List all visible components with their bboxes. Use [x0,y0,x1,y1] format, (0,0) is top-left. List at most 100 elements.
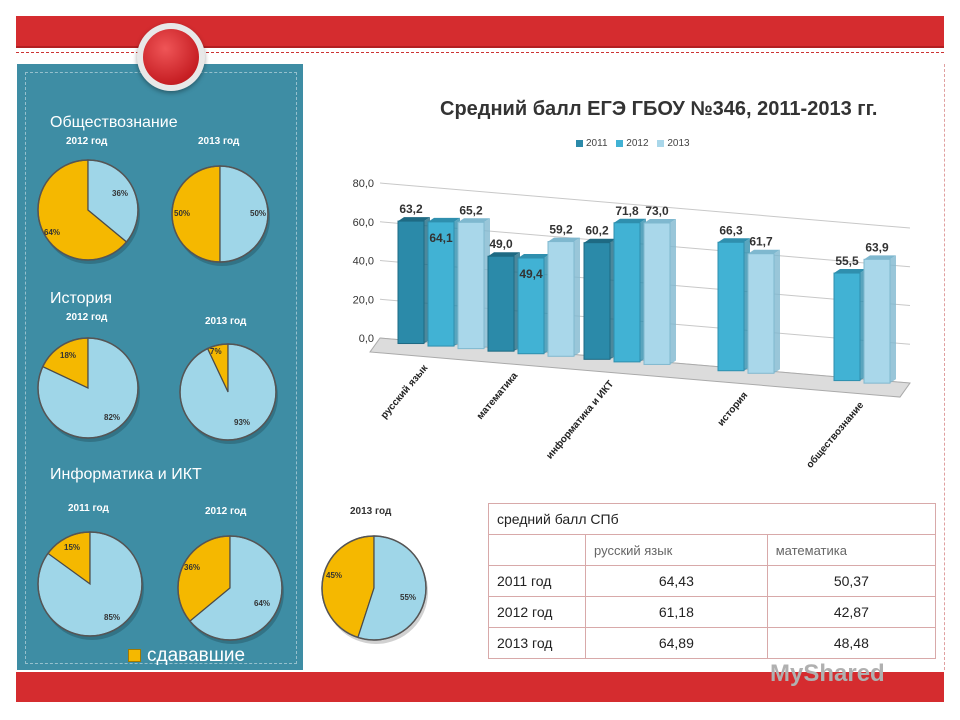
pie-percent-label: 50% [250,209,266,218]
y-tick-label: 80,0 [353,178,374,190]
bar [397,220,425,345]
y-tick-label: 20,0 [353,294,374,306]
table-cell-year: 2012 год [488,596,586,628]
x-category-label: обществознание [804,399,867,471]
x-category-label: история [716,390,751,428]
bar-top [398,217,430,222]
pie-outline [37,531,143,637]
bar-value-label: 49,0 [489,237,513,251]
bar-top [584,238,616,243]
watermark-logo: MyShared [770,660,885,687]
pie-title: 2013 год [205,316,247,327]
bar [547,241,575,357]
pie-percent-label: 36% [112,189,128,198]
grid-line [379,182,911,229]
x-category-label: информатика и ИКТ [544,378,617,461]
table-title: средний балл СПб [488,503,936,535]
bar-top [748,249,780,254]
pie-outline [321,535,427,641]
table-cell-math: 42,87 [766,596,937,628]
table-row: русский язык математика [488,534,937,566]
bar [583,242,611,360]
legend-2013: 2013 [667,138,690,149]
legend-swatch-2013 [657,139,665,147]
bar [833,272,861,382]
table-header-empty [488,534,586,566]
bar-side [774,249,780,374]
y-tick-label: 40,0 [353,256,374,268]
bar-top [458,218,490,223]
legend-2012: 2012 [626,138,649,149]
bar-value-label: 71,8 [615,204,639,218]
bar [717,241,745,372]
pie-percent-label: 55% [400,593,416,602]
table-row: 2011 год 64,43 50,37 [488,565,937,597]
pie-outline [177,535,283,641]
legend-swatch-2011 [576,139,583,147]
decor-circle-icon [143,29,199,85]
bar-side [890,255,896,384]
bar-legend: 2011 2012 2013 [570,138,690,149]
legend-2011: 2011 [586,138,608,149]
pie-percent-label: 82% [104,413,120,422]
bar-top [518,254,550,259]
pie-title: 2012 год [66,136,108,147]
table-row: средний балл СПб [488,503,936,535]
pie-percent-label: 50% [174,209,190,218]
table-row: 2013 год 64,89 48,48 [488,627,937,659]
bar-value-label: 59,2 [549,223,573,237]
table-row: 2012 год 61,18 42,87 [488,596,937,628]
pie-title: 2013 год [350,506,392,517]
x-category-label: математика [475,370,521,422]
left-legend-label: сдававшие [147,645,246,666]
pie-percent-label: 45% [326,571,342,580]
bar-top [644,219,676,224]
section-title-history: История [50,290,113,307]
y-tick-label: 60,0 [353,217,374,229]
pie-percent-label: 64% [44,228,60,237]
bar-side [670,219,676,365]
table-cell-russian: 61,18 [585,596,768,628]
chart-title: Средний балл ЕГЭ ГБОУ №346, 2011-2013 гг… [440,98,878,120]
bar [613,222,641,363]
bar-value-label: 55,5 [835,254,859,268]
bottom-red-bar [16,672,944,702]
bar [643,222,671,365]
bar [747,253,775,374]
bar-value-label: 63,9 [865,240,889,254]
x-category-label: русский язык [379,362,431,421]
section-title-social: Обществознание [50,114,178,131]
bar-value-label: 73,0 [645,204,669,218]
pie-percent-label: 93% [234,418,250,427]
bar-top [614,218,646,223]
table-header-math: математика [766,534,937,566]
left-legend: сдававшие [128,645,245,667]
pie-percent-label: 85% [104,613,120,622]
bar-value-label: 66,3 [719,223,743,237]
pie-outline [37,337,139,439]
pie-title: 2012 год [205,506,247,517]
bar-top [864,255,896,260]
bar-value-label: 60,2 [585,224,609,238]
table-cell-russian: 64,89 [585,627,768,659]
bar [487,255,515,352]
bar-top [548,237,580,242]
pie-title: 2012 год [66,312,108,323]
pie-outline [171,165,269,263]
table-cell-math: 48,48 [766,627,937,659]
pie-percent-label: 18% [60,351,76,360]
pie-title: 2013 год [198,136,240,147]
top-stripe [16,52,944,53]
bar-value-label: 65,2 [459,203,483,217]
table-cell-russian: 64,43 [585,565,768,597]
bar-top [488,252,520,257]
pie-percent-label: 64% [254,599,270,608]
y-tick-label: 0,0 [359,333,374,345]
table-cell-year: 2011 год [488,565,586,597]
section-title-informatics: Информатика и ИКТ [50,466,202,483]
bar-top [428,217,460,222]
pie-outline [179,343,277,441]
bar [457,221,485,350]
